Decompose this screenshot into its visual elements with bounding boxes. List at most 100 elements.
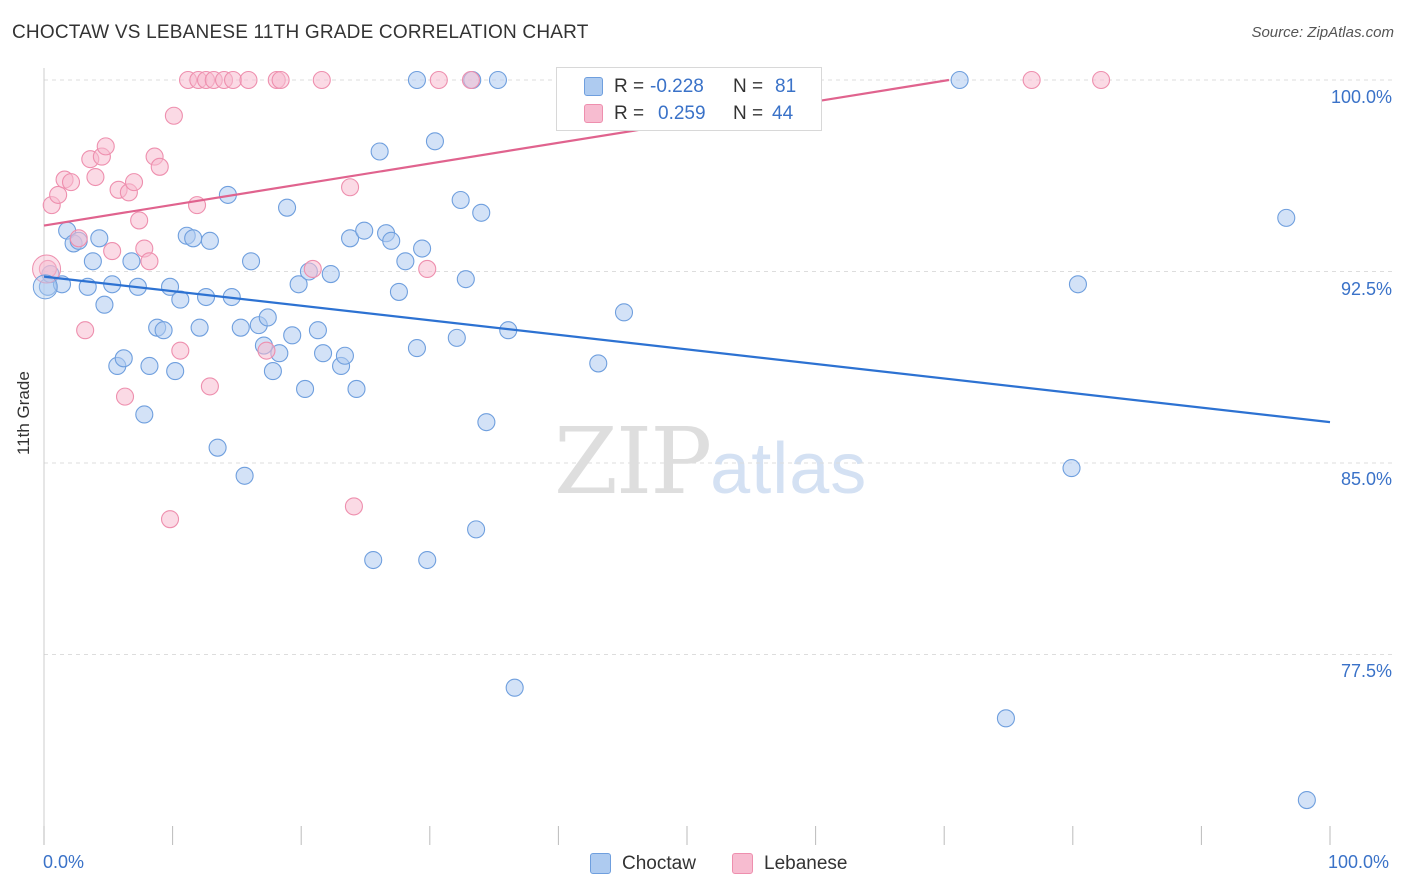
lebanese-point (61, 173, 81, 192)
choctaw-point (389, 282, 408, 301)
choctaw-point (467, 520, 486, 539)
choctaw-point (413, 239, 432, 258)
choctaw-point (83, 252, 102, 271)
choctaw-point (1297, 790, 1316, 810)
legend-label-choctaw: Choctaw (622, 853, 696, 874)
n-label: N = (733, 103, 764, 124)
choctaw-point (996, 709, 1015, 728)
choctaw-point (283, 326, 302, 345)
lebanese-point (223, 70, 243, 90)
legend-label-lebanese: Lebanese (764, 853, 848, 874)
choctaw-point (407, 70, 426, 90)
lebanese-point (461, 70, 481, 90)
choctaw-point (456, 270, 475, 289)
lebanese-point (429, 70, 448, 90)
choctaw-point (407, 339, 426, 358)
choctaw-n-value: 81 (775, 76, 797, 97)
chart-title: CHOCTAW VS LEBANESE 11TH GRADE CORRELATI… (12, 22, 589, 43)
lebanese-point (76, 321, 95, 340)
r-label: R = (614, 76, 645, 97)
lebanese-point (303, 259, 322, 278)
y-tick-label: 85.0% (1340, 469, 1392, 489)
choctaw-point (258, 308, 277, 327)
lebanese-swatch (584, 104, 603, 123)
lebanese-point (271, 70, 290, 90)
choctaw-point (1062, 459, 1081, 478)
choctaw-point (114, 349, 133, 368)
lebanese-point (418, 259, 437, 278)
lebanese-point (1022, 70, 1041, 90)
choctaw-point (370, 142, 389, 161)
choctaw-point (364, 550, 383, 570)
legend-item-lebanese[interactable]: Lebanese (732, 850, 872, 878)
choctaw-point (1277, 208, 1296, 227)
lebanese-point (96, 137, 115, 156)
choctaw-point (196, 287, 216, 307)
choctaw-point (335, 346, 354, 365)
stats-legend: R = -0.228 N = 81 R = 0.259 N = 44 (556, 67, 822, 131)
lebanese-point (171, 341, 190, 360)
lebanese-point (160, 510, 180, 529)
x-tick-label: 100.0% (1328, 852, 1390, 872)
choctaw-point (231, 318, 250, 337)
choctaw-point (95, 295, 114, 314)
lebanese-point (115, 387, 135, 406)
lebanese-point (124, 173, 144, 192)
choctaw-point (447, 328, 466, 347)
choctaw-point (289, 275, 308, 294)
n-label: N = (733, 76, 764, 97)
choctaw-point (341, 229, 360, 248)
watermark: ZIPatlas (554, 408, 867, 515)
choctaw-point (296, 379, 315, 399)
choctaw-point (140, 356, 159, 376)
choctaw-point (135, 405, 154, 424)
choctaw-point (347, 379, 366, 399)
choctaw-point (505, 678, 524, 697)
lebanese-point (200, 377, 219, 396)
choctaw-point (477, 413, 496, 432)
choctaw-trend-line (43, 275, 1331, 424)
choctaw-point (396, 252, 415, 271)
choctaw-point (90, 229, 109, 248)
lebanese-point (69, 229, 88, 248)
lebanese-point (239, 70, 258, 90)
lebanese-point (257, 341, 276, 360)
choctaw-point (1068, 275, 1087, 294)
choctaw-point (314, 344, 333, 363)
watermark-zip: ZIP (554, 408, 712, 515)
lebanese-point (341, 178, 360, 197)
choctaw-point (235, 466, 254, 485)
lebanese-point (86, 167, 105, 187)
choctaw-point (418, 550, 437, 570)
choctaw-r-value: -0.228 (650, 76, 704, 97)
lebanese-point (140, 252, 159, 271)
choctaw-point (278, 198, 297, 217)
lebanese-point (312, 70, 331, 90)
lebanese-n-value: 44 (772, 103, 794, 124)
legend-item-choctaw[interactable]: Choctaw (590, 850, 720, 878)
choctaw-point (241, 252, 261, 271)
choctaw-point (451, 190, 470, 210)
watermark-atlas: atlas (710, 429, 868, 509)
choctaw-point (425, 132, 444, 151)
choctaw-point (321, 265, 340, 284)
lebanese-point (150, 157, 169, 176)
choctaw-point (488, 70, 508, 90)
choctaw-point (614, 303, 634, 322)
y-tick-label: 77.5% (1340, 661, 1392, 681)
y-tick-label: 92.5% (1340, 279, 1392, 299)
choctaw-point (200, 231, 219, 250)
choctaw-point (308, 321, 327, 340)
x-tick-label: 0.0% (43, 852, 85, 872)
choctaw-point (263, 362, 282, 381)
choctaw-point (950, 70, 969, 90)
lebanese-legend-swatch (732, 853, 753, 874)
choctaw-point (382, 231, 401, 250)
r-label: R = (614, 103, 645, 124)
choctaw-point (208, 438, 227, 457)
y-tick-label: 100.0% (1330, 87, 1392, 107)
choctaw-point (32, 274, 58, 300)
lebanese-r-value: 0.259 (658, 103, 706, 124)
choctaw-swatch (584, 77, 603, 96)
choctaw-point (355, 221, 374, 240)
